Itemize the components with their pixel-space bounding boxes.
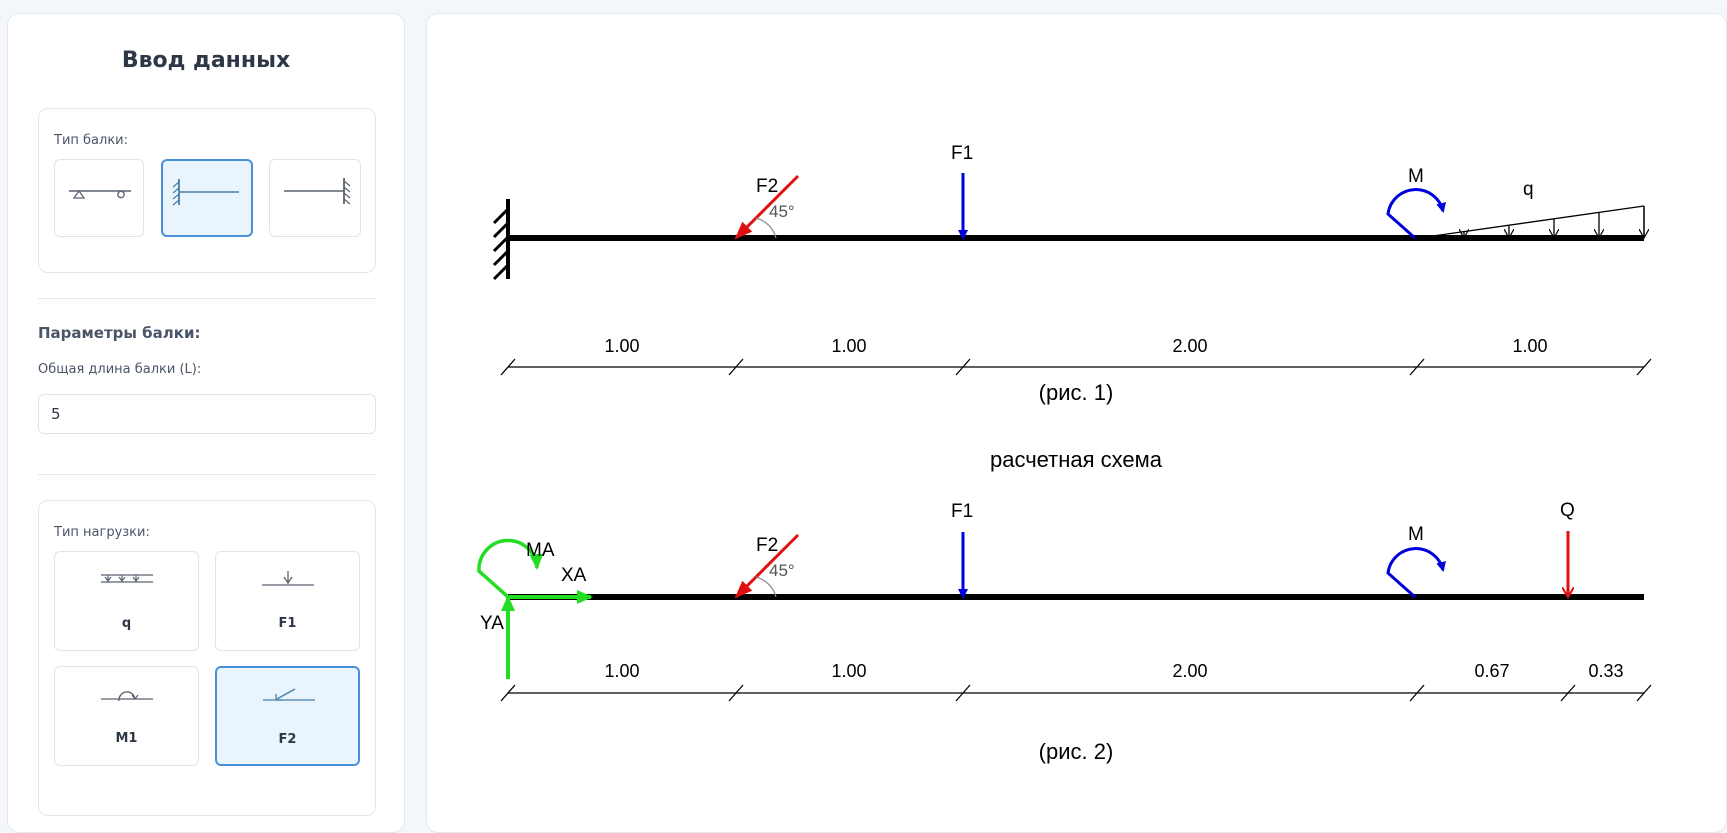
diagram-1: F2 45° F1 M q bbox=[492, 143, 1652, 405]
dim-label: 2.00 bbox=[1172, 661, 1207, 681]
angle-label: 45° bbox=[769, 202, 795, 221]
dim-label: 1.00 bbox=[604, 336, 639, 356]
panel-title: Ввод данных bbox=[121, 48, 291, 73]
load-type-q-label: q bbox=[121, 616, 132, 631]
ma-label: MA bbox=[526, 540, 555, 561]
beam-type-section: Тип балки: bbox=[38, 108, 376, 273]
xa-label: XA bbox=[561, 565, 587, 586]
load-type-m1-label: M1 bbox=[115, 731, 138, 746]
diagram-panel: F2 45° F1 M q bbox=[426, 13, 1727, 833]
figure-1-caption: (рис. 1) bbox=[1039, 380, 1114, 405]
ya-label: YA bbox=[480, 613, 504, 634]
point-force-icon bbox=[262, 571, 314, 586]
load-type-q-button[interactable]: q bbox=[54, 551, 199, 651]
distributed-load bbox=[1418, 205, 1644, 238]
moment-arrow bbox=[1386, 547, 1446, 599]
beam-type-simply-supported-button[interactable] bbox=[54, 159, 144, 237]
f1-label: F1 bbox=[951, 501, 973, 522]
dimension-line bbox=[500, 684, 1652, 702]
dim-label: 2.00 bbox=[1172, 336, 1207, 356]
dim-label: 1.00 bbox=[604, 661, 639, 681]
cantilever-right-beam-icon bbox=[284, 178, 351, 205]
simply-supported-beam-icon bbox=[69, 189, 131, 199]
moment-arrow bbox=[1386, 188, 1446, 240]
dim-label: 1.00 bbox=[1512, 336, 1547, 356]
dim-label: 0.33 bbox=[1588, 661, 1623, 681]
beam-diagrams: F2 45° F1 M q bbox=[477, 143, 1652, 764]
q-resultant-label: Q bbox=[1560, 500, 1575, 521]
figure-2-caption: (рис. 2) bbox=[1039, 739, 1114, 764]
ma-reaction-arrow bbox=[477, 538, 544, 599]
load-type-f1-button[interactable]: F1 bbox=[215, 551, 360, 651]
cantilever-left-beam-icon bbox=[172, 179, 239, 206]
beam-type-cantilever-left-button[interactable] bbox=[161, 159, 253, 237]
input-panel: Ввод данных Тип балки: bbox=[7, 13, 405, 833]
dim-label: 1.00 bbox=[831, 336, 866, 356]
moment-icon bbox=[101, 691, 153, 702]
load-type-section: Тип нагрузки: q F1 bbox=[38, 500, 376, 816]
angle-arc bbox=[755, 576, 777, 598]
dimension-line bbox=[500, 358, 1652, 376]
dim-label: 0.67 bbox=[1474, 661, 1509, 681]
load-type-f2-label: F2 bbox=[278, 732, 297, 747]
angle-arc bbox=[755, 217, 777, 239]
fixed-support-icon bbox=[492, 199, 510, 281]
beam-params-heading: Параметры балки: bbox=[38, 324, 201, 342]
f2-force-arrow bbox=[734, 174, 800, 240]
inclined-force-icon bbox=[263, 688, 315, 701]
dim-label: 1.00 bbox=[831, 661, 866, 681]
beam-type-cantilever-right-button[interactable] bbox=[269, 159, 361, 237]
load-type-m1-button[interactable]: M1 bbox=[54, 666, 199, 766]
distributed-load-icon bbox=[101, 574, 153, 583]
diagram-2: MA XA YA F2 45° F1 M Q bbox=[477, 500, 1652, 764]
beam-length-input[interactable] bbox=[38, 394, 376, 434]
load-type-f2-button[interactable]: F2 bbox=[215, 666, 360, 766]
f2-label: F2 bbox=[756, 176, 778, 197]
f2-force-arrow bbox=[734, 533, 800, 599]
moment-label: M bbox=[1408, 524, 1424, 545]
f1-label: F1 bbox=[951, 143, 973, 164]
load-type-f1-label: F1 bbox=[278, 616, 297, 631]
beam-type-label: Тип балки: bbox=[54, 133, 128, 148]
divider bbox=[38, 474, 376, 475]
load-type-label: Тип нагрузки: bbox=[54, 525, 150, 540]
angle-label: 45° bbox=[769, 561, 795, 580]
q-label: q bbox=[1523, 179, 1534, 200]
design-scheme-title: расчетная схема bbox=[990, 447, 1163, 472]
moment-label: M bbox=[1408, 166, 1424, 187]
divider bbox=[38, 298, 376, 299]
beam-length-label: Общая длина балки (L): bbox=[38, 362, 202, 377]
f2-label: F2 bbox=[756, 535, 778, 556]
